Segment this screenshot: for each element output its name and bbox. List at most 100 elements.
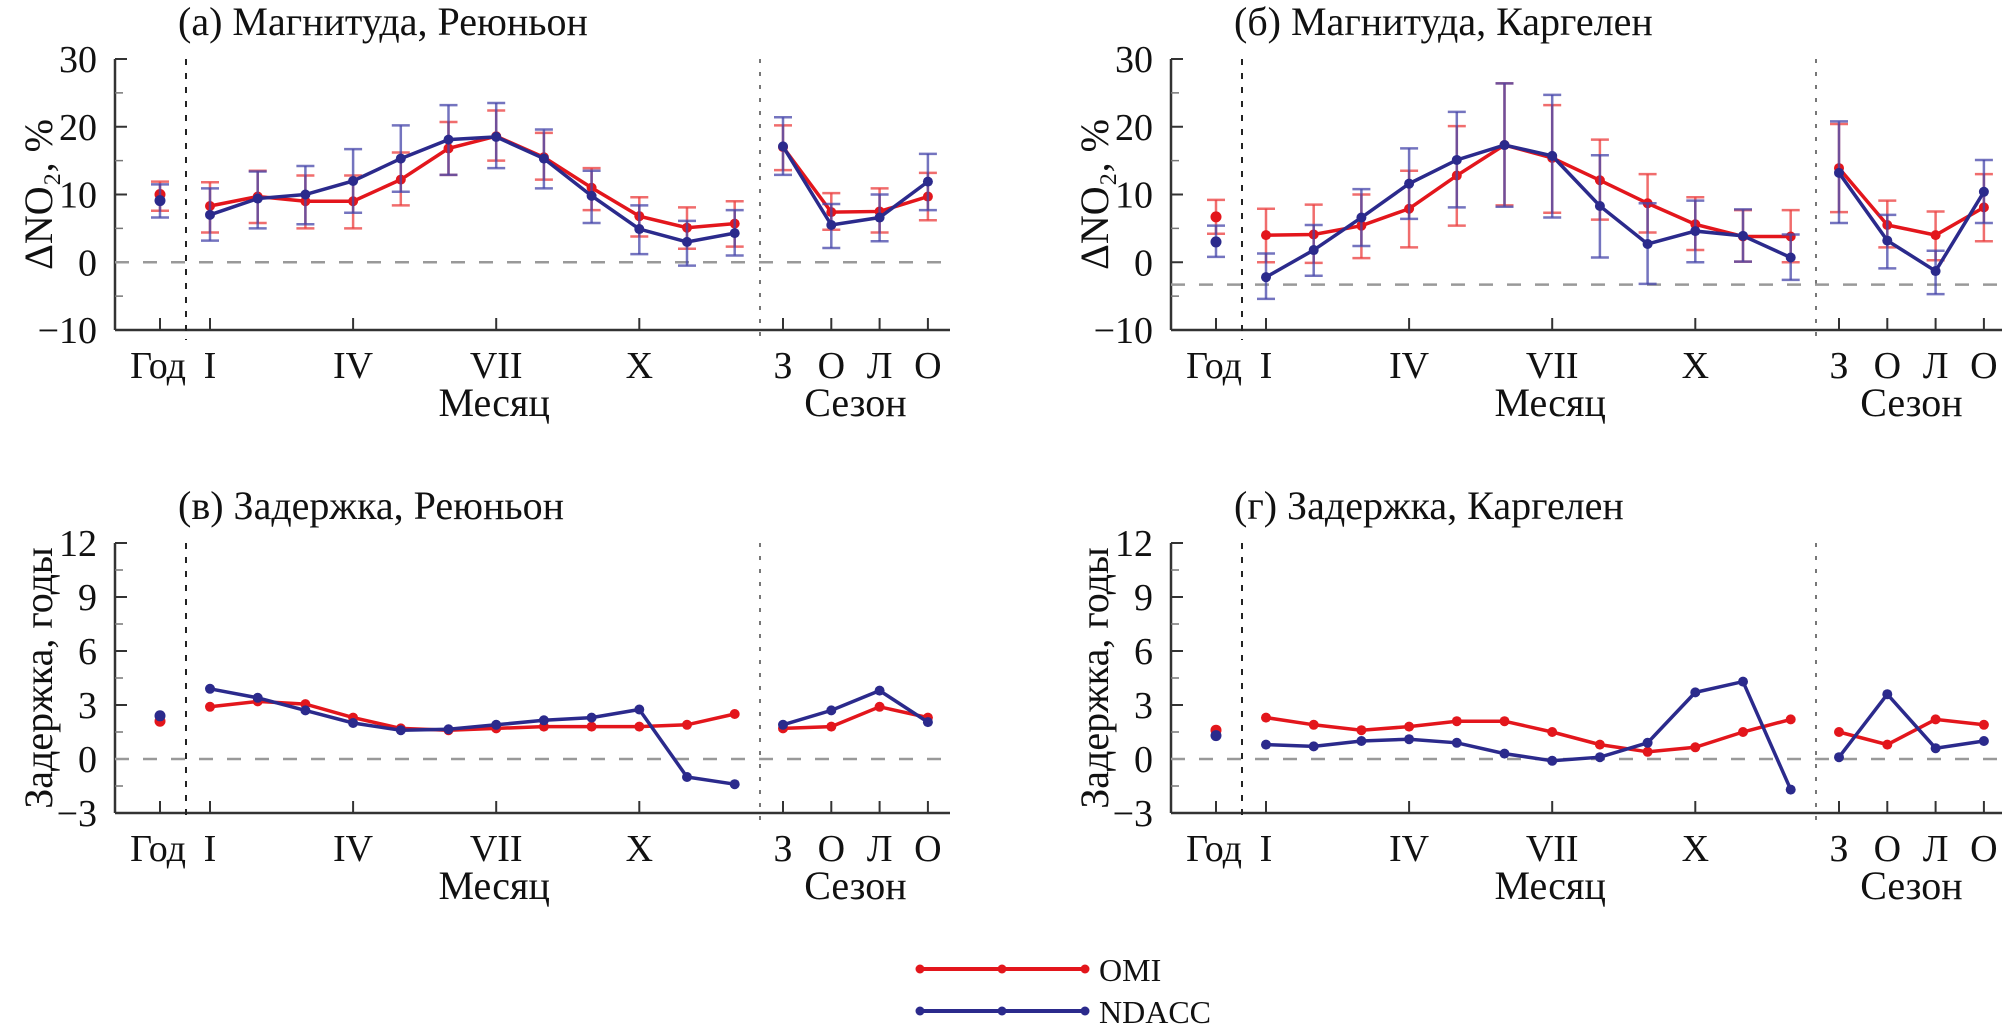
data-point-month xyxy=(1356,212,1367,223)
legend-ndacc-marker xyxy=(915,1006,925,1016)
x-axis-label-seasons: Сезон xyxy=(804,863,906,908)
data-point-month xyxy=(1308,741,1319,752)
x-tick-label-season: З xyxy=(1829,828,1848,870)
data-point-month xyxy=(1690,226,1701,237)
x-tick-label-month: VII xyxy=(470,345,523,387)
x-tick-label-month: X xyxy=(626,828,653,870)
data-point-month xyxy=(586,721,597,732)
series-line-months xyxy=(209,699,736,732)
data-point-month xyxy=(395,153,406,164)
series-line-months xyxy=(1265,143,1792,279)
x-tick-label-season: Л xyxy=(1923,828,1949,870)
data-point-month xyxy=(586,190,597,201)
x-axis-label-seasons: Сезон xyxy=(804,380,906,425)
y-tick-label: 0 xyxy=(1134,242,1153,284)
series-line-months xyxy=(1265,143,1791,239)
data-point-month xyxy=(1451,154,1462,165)
y-tick-label: 3 xyxy=(1134,685,1153,727)
y-tick-label: 20 xyxy=(59,107,97,149)
x-tick-label-month: I xyxy=(1260,345,1273,387)
y-tick-label: 0 xyxy=(78,242,97,284)
data-point-month xyxy=(1642,737,1653,748)
data-point-month xyxy=(1785,714,1796,725)
x-tick-label-month: I xyxy=(204,345,217,387)
data-point-month xyxy=(1261,739,1271,750)
y-tick-label: 30 xyxy=(1115,39,1153,81)
data-point-season xyxy=(874,685,885,696)
y-tick-label: 6 xyxy=(1134,631,1153,673)
x-tick-label-month: VII xyxy=(1526,345,1579,387)
x-tick-label-season: О xyxy=(1970,828,1997,870)
data-point-month xyxy=(634,704,645,715)
series-ndacc xyxy=(154,683,933,790)
data-point-month xyxy=(300,705,311,716)
x-tick-label-year: Год xyxy=(130,345,186,387)
data-point-month xyxy=(682,719,692,730)
series-line-seasons xyxy=(781,145,929,227)
data-point-month xyxy=(1594,752,1605,763)
data-point-month xyxy=(1308,245,1319,256)
panel-title: (г) Задержка, Каргелен xyxy=(1234,483,1624,528)
data-point-month xyxy=(1404,178,1415,189)
data-point-month xyxy=(1690,742,1701,753)
legend-omi-marker xyxy=(1080,964,1090,974)
y-tick-label: 10 xyxy=(59,175,97,217)
data-point-month xyxy=(1547,150,1558,161)
x-axis-label-months: Месяц xyxy=(439,380,550,425)
y-axis-label: Задержка, годы xyxy=(1072,547,1117,809)
x-tick-label-season: Л xyxy=(867,345,893,387)
data-point-month xyxy=(1404,721,1415,732)
data-point-month xyxy=(1547,755,1558,766)
x-tick-label-month: I xyxy=(204,828,217,870)
data-point-month xyxy=(205,701,215,712)
x-axis-label-seasons: Сезон xyxy=(1860,863,1962,908)
data-point-season xyxy=(922,176,933,187)
series-line-seasons xyxy=(1837,166,1985,238)
y-tick-label: 30 xyxy=(59,39,97,81)
data-point-month xyxy=(443,724,454,735)
data-point-season xyxy=(1882,739,1893,750)
x-tick-label-year: Год xyxy=(1186,345,1242,387)
data-point-month xyxy=(348,718,359,728)
data-point-month xyxy=(1642,746,1653,757)
data-point-month xyxy=(205,683,215,694)
data-point-season xyxy=(1834,752,1844,763)
data-point-month xyxy=(1308,719,1319,730)
data-point-month xyxy=(729,779,740,790)
data-point-month xyxy=(1738,230,1748,241)
legend-ndacc-label: NDACC xyxy=(1099,994,1211,1030)
x-tick-label-year: Год xyxy=(1186,828,1242,870)
data-point-season xyxy=(922,717,933,728)
y-axis-label: Задержка, годы xyxy=(16,547,61,809)
data-point-season xyxy=(826,705,837,716)
data-point-month xyxy=(634,224,645,235)
data-point-month xyxy=(252,692,263,703)
data-point-month xyxy=(1499,748,1510,759)
data-point-month xyxy=(538,715,549,726)
y-tick-label: 6 xyxy=(78,631,97,673)
panel-1: (б) Магнитуда, Каргелен ΔNO₂, % 30 20 10 0 −10… xyxy=(1072,0,2002,425)
data-point-month xyxy=(1594,201,1605,212)
series-line-seasons xyxy=(1837,171,1986,274)
data-point-month xyxy=(1356,736,1367,746)
data-point-month xyxy=(682,236,692,247)
data-point-year xyxy=(1210,236,1222,248)
series-line-months xyxy=(209,687,735,786)
series-omi xyxy=(1210,712,1989,757)
data-point-season xyxy=(874,701,885,712)
data-point-season xyxy=(1834,727,1844,737)
series-ndacc xyxy=(1207,82,1993,301)
data-point-month xyxy=(1261,272,1271,283)
y-tick-label: −3 xyxy=(57,793,97,835)
data-point-month xyxy=(205,209,215,220)
panel-0: (а) Магнитуда, Реюньон ΔNO₂, % 30 20 10 0 −10 Г… xyxy=(16,0,950,425)
series-ndacc xyxy=(151,101,937,267)
x-tick-label-month: IV xyxy=(1389,345,1430,387)
y-tick-label: −3 xyxy=(1113,793,1153,835)
panel-title: (в) Задержка, Реюньон xyxy=(178,483,564,528)
data-point-month xyxy=(1785,252,1796,263)
y-tick-label: 9 xyxy=(1134,577,1153,619)
legend-omi-label: OMI xyxy=(1099,952,1161,988)
data-point-month xyxy=(491,131,502,142)
series-line-seasons xyxy=(781,146,929,214)
